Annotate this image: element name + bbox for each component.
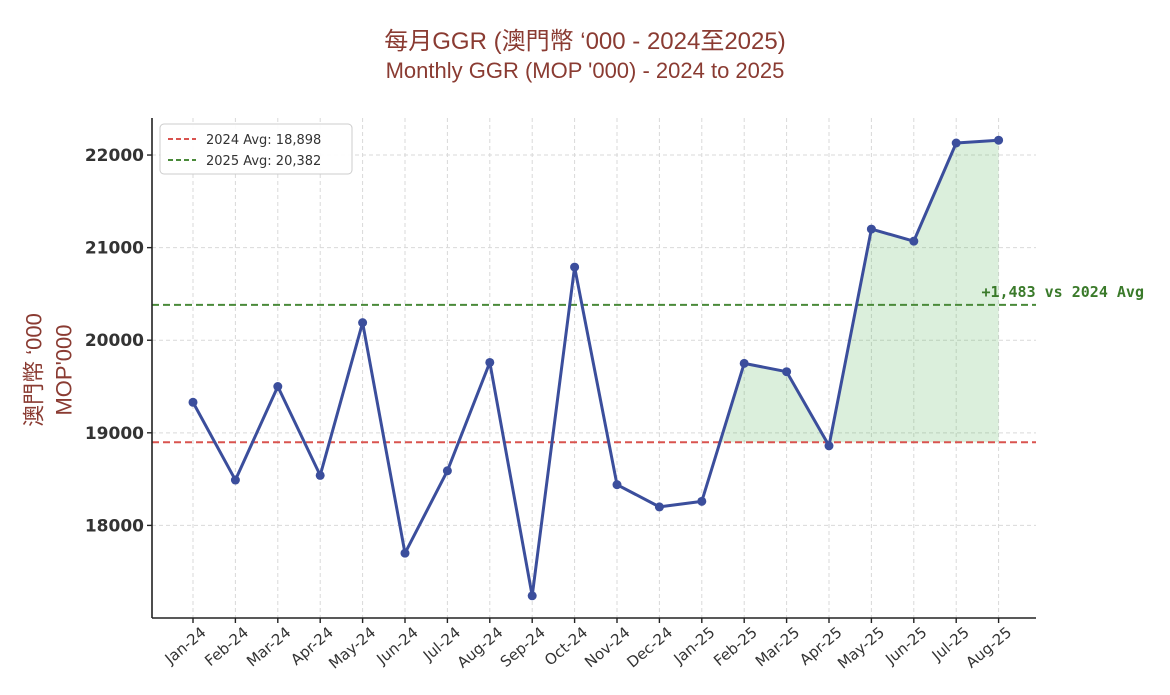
x-tick-label: Aug-25 xyxy=(962,623,1015,671)
data-point xyxy=(442,466,452,476)
x-tick-label: Dec-24 xyxy=(623,623,676,671)
x-tick-label: Nov-24 xyxy=(581,623,633,671)
data-point xyxy=(994,135,1004,145)
x-tick-label: Mar-25 xyxy=(752,623,803,670)
x-tick-label: Jan-25 xyxy=(670,623,719,668)
data-point xyxy=(188,397,198,407)
data-point xyxy=(824,441,834,451)
y-tick-label: 21000 xyxy=(85,239,144,259)
chart-title: 每月GGR (澳門幣 ‘000 - 2024至2025) xyxy=(384,28,786,55)
data-point xyxy=(358,318,368,328)
chart-subtitle: Monthly GGR (MOP '000) - 2024 to 2025 xyxy=(385,58,785,84)
data-point xyxy=(654,502,664,512)
legend-entry-2024: 2024 Avg: 18,898 xyxy=(206,133,321,148)
legend-entry-2025: 2025 Avg: 20,382 xyxy=(206,154,321,169)
annotation-text: +1,483 vs 2024 Avg xyxy=(981,283,1144,301)
y-tick-label: 19000 xyxy=(85,424,144,444)
x-tick-label: Oct-24 xyxy=(541,623,591,669)
data-point xyxy=(782,367,792,377)
x-tick-label: Sep-24 xyxy=(497,623,549,671)
chart-title-block: 每月GGR (澳門幣 ‘000 - 2024至2025) Monthly GGR… xyxy=(0,26,1170,86)
data-point xyxy=(485,357,495,367)
x-tick-label: Mar-24 xyxy=(243,623,294,670)
data-point xyxy=(739,358,749,368)
x-tick-label: Jan-24 xyxy=(161,623,210,668)
data-point xyxy=(527,591,537,601)
data-point xyxy=(315,470,325,480)
y-tick-label: 22000 xyxy=(85,146,144,166)
x-tick-label: May-24 xyxy=(325,623,379,672)
x-tick-label: Jun-24 xyxy=(373,623,422,668)
legend-box xyxy=(159,123,353,175)
data-point xyxy=(570,262,580,272)
data-point xyxy=(612,480,622,490)
data-point xyxy=(400,548,410,558)
y-tick-label: 18000 xyxy=(85,516,144,536)
data-point xyxy=(866,224,876,234)
data-point xyxy=(273,382,283,392)
data-point xyxy=(230,475,240,485)
data-point xyxy=(697,496,707,506)
data-point xyxy=(951,138,961,148)
x-tick-label: Jun-25 xyxy=(881,623,930,668)
series-line xyxy=(191,138,999,598)
x-tick-label: May-25 xyxy=(834,623,888,672)
y-tick-label: 20000 xyxy=(85,331,144,351)
x-tick-label: Feb-25 xyxy=(710,623,761,670)
x-tick-label: Feb-24 xyxy=(201,623,252,670)
x-tick-label: Aug-24 xyxy=(454,623,507,671)
data-point xyxy=(909,236,919,246)
